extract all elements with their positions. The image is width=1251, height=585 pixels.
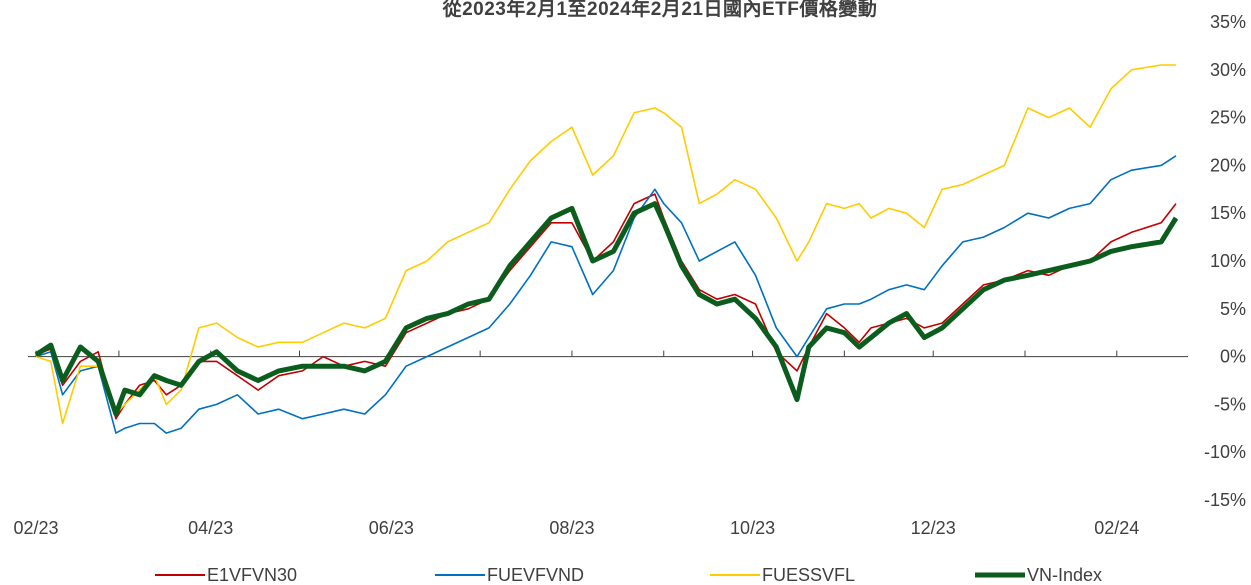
legend-label: VN-Index	[1027, 565, 1102, 585]
y-tick-label: 0%	[1220, 347, 1246, 367]
y-tick-label: -10%	[1204, 442, 1246, 462]
series-layer	[34, 64, 1179, 434]
x-tick-label: 12/23	[911, 518, 956, 538]
x-tick-label: 06/23	[369, 518, 414, 538]
series-line-fuevfvnd	[35, 155, 1177, 434]
x-tick-label: 10/23	[730, 518, 775, 538]
x-tick-label: 08/23	[549, 518, 594, 538]
y-tick-label: 25%	[1210, 108, 1246, 128]
series-line-vn-index	[34, 201, 1179, 417]
y-tick-label: 20%	[1210, 155, 1246, 175]
y-tick-label: 10%	[1210, 251, 1246, 271]
y-tick-label: 35%	[1210, 12, 1246, 32]
x-tick-label: 04/23	[188, 518, 233, 538]
legend-label: E1VFVN30	[207, 565, 297, 585]
y-tick-label: 5%	[1220, 299, 1246, 319]
axes-layer: 35% 30% 25% 20% 15% 10% 5% 0% -5% -10% -15% 02/23 04…	[13, 12, 1246, 538]
x-tick-label: 02/23	[13, 518, 58, 538]
legend-label: FUEVFVND	[487, 565, 584, 585]
legend-layer: E1VFVN30 FUEVFVND FUESSVFL VN-Index	[155, 565, 1102, 585]
chart-title: 從2023年2月1至2024年2月21日國內ETF價格變動	[442, 0, 878, 20]
y-tick-label: 15%	[1210, 203, 1246, 223]
legend-label: FUESSVFL	[762, 565, 855, 585]
y-tick-label: -15%	[1204, 490, 1246, 510]
x-tick-label: 02/24	[1094, 518, 1139, 538]
y-tick-label: 30%	[1210, 60, 1246, 80]
y-tick-label: -5%	[1214, 394, 1246, 414]
series-line-fuessvfl	[35, 64, 1176, 425]
